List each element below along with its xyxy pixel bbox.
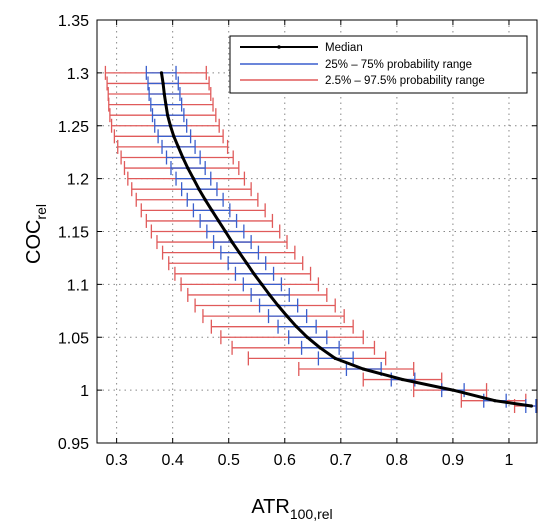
median-point xyxy=(318,346,322,350)
axes xyxy=(96,19,538,444)
median-point xyxy=(451,388,455,392)
median-point xyxy=(223,229,227,234)
median-point xyxy=(210,208,214,212)
x-axis-label-main: ATR xyxy=(251,496,290,518)
x-tick-label: 0.9 xyxy=(442,452,464,469)
median-point xyxy=(197,187,201,191)
median-point xyxy=(166,113,170,117)
legend: Median 25% – 75% probability range 2.5% … xyxy=(229,35,528,94)
y-tick-label: 1.2 xyxy=(67,172,89,189)
median-point xyxy=(172,134,176,138)
y-tick-label: 1.25 xyxy=(58,119,89,136)
x-tick-label: 0.5 xyxy=(218,452,240,469)
y-tick-label: 1.15 xyxy=(58,225,89,242)
x-axis-label: ATR100,rel xyxy=(251,496,332,522)
median-point xyxy=(400,377,405,382)
legend-label-95: 2.5% – 97.5% probability range xyxy=(325,75,485,87)
median-point xyxy=(230,240,234,244)
median-point xyxy=(260,282,264,286)
median-point xyxy=(217,219,221,223)
median-point xyxy=(493,399,497,403)
median-point xyxy=(176,145,180,149)
y-axis-label: COCrel xyxy=(23,204,49,264)
x-tick-label: 0.7 xyxy=(330,452,352,469)
tick-labels: 0.3 0.4 0.5 0.6 0.7 0.8 0.9 1 0.95 1 1.05 1.1 1.15 1.… xyxy=(58,13,514,469)
median-point xyxy=(285,314,289,318)
y-axis-label-subscript: rel xyxy=(33,204,49,220)
y-tick-label: 1.05 xyxy=(58,330,89,347)
median-point xyxy=(203,198,207,202)
median-point xyxy=(168,124,173,128)
median-point xyxy=(276,303,280,308)
median-point xyxy=(252,272,256,276)
median-point xyxy=(245,261,249,265)
legend-marker-median xyxy=(277,45,281,49)
y-tick-label: 1.1 xyxy=(67,277,89,294)
x-tick-label: 0.8 xyxy=(386,452,408,469)
legend-label-median: Median xyxy=(325,42,363,54)
x-tick-label: 1 xyxy=(505,452,514,469)
median-point xyxy=(164,103,168,107)
y-tick-label: 1.3 xyxy=(67,66,89,83)
median-point xyxy=(333,356,337,360)
median-point xyxy=(237,251,241,255)
median-point xyxy=(161,81,165,86)
x-tick-label: 0.3 xyxy=(105,452,127,469)
median-point xyxy=(294,325,299,329)
y-axis-label-main: COC xyxy=(23,220,45,264)
x-tick-label: 0.6 xyxy=(274,452,296,469)
x-axis-label-subscript: 100,rel xyxy=(290,506,333,522)
median-point xyxy=(529,404,533,408)
median-point xyxy=(361,367,365,371)
y-tick-label: 1.35 xyxy=(58,13,89,30)
y-tick-label: 0.95 xyxy=(58,436,89,453)
median-point xyxy=(186,166,190,170)
median-point xyxy=(305,335,309,339)
median-point xyxy=(181,155,185,160)
median-point xyxy=(191,177,196,181)
median-point xyxy=(268,293,272,297)
x-tick-label: 0.4 xyxy=(162,452,184,469)
median-point xyxy=(159,71,164,75)
median-point xyxy=(162,92,166,96)
legend-label-50: 25% – 75% probability range xyxy=(325,59,472,71)
median-series xyxy=(159,71,533,408)
y-tick-label: 1 xyxy=(80,383,89,400)
